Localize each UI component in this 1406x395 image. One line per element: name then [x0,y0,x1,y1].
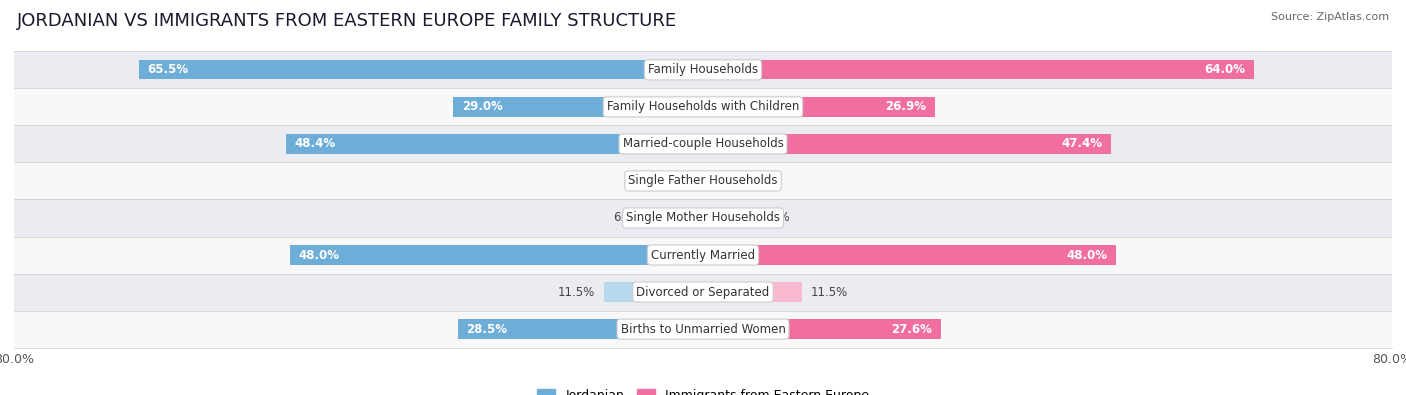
Text: Births to Unmarried Women: Births to Unmarried Women [620,323,786,336]
FancyBboxPatch shape [14,310,1392,348]
Bar [703,209,751,228]
Bar [703,60,1254,79]
Text: 6.0%: 6.0% [613,211,643,224]
FancyBboxPatch shape [14,237,1392,273]
Text: Married-couple Households: Married-couple Households [623,137,783,150]
Bar [703,97,935,117]
Text: Source: ZipAtlas.com: Source: ZipAtlas.com [1271,12,1389,22]
Bar [651,209,703,228]
Bar [453,97,703,117]
Bar [703,245,1116,265]
FancyBboxPatch shape [14,88,1392,126]
Text: 26.9%: 26.9% [884,100,927,113]
Text: 5.6%: 5.6% [759,211,790,224]
Bar [685,171,703,190]
Text: 11.5%: 11.5% [558,286,595,299]
Text: 2.2%: 2.2% [645,175,675,188]
Text: Currently Married: Currently Married [651,248,755,261]
Text: 64.0%: 64.0% [1205,63,1246,76]
FancyBboxPatch shape [14,51,1392,88]
Bar [605,282,703,302]
Text: 48.0%: 48.0% [298,248,339,261]
Text: 29.0%: 29.0% [461,100,503,113]
Bar [703,171,720,190]
FancyBboxPatch shape [14,126,1392,162]
Text: 65.5%: 65.5% [148,63,188,76]
Bar [287,134,703,154]
Text: Family Households with Children: Family Households with Children [607,100,799,113]
Text: 47.4%: 47.4% [1062,137,1102,150]
Bar [703,282,801,302]
Legend: Jordanian, Immigrants from Eastern Europe: Jordanian, Immigrants from Eastern Europ… [531,384,875,395]
Text: Family Households: Family Households [648,63,758,76]
Bar [703,320,941,339]
Text: JORDANIAN VS IMMIGRANTS FROM EASTERN EUROPE FAMILY STRUCTURE: JORDANIAN VS IMMIGRANTS FROM EASTERN EUR… [17,12,678,30]
FancyBboxPatch shape [14,199,1392,237]
Text: 28.5%: 28.5% [467,323,508,336]
Bar [139,60,703,79]
Text: 48.4%: 48.4% [295,137,336,150]
Bar [457,320,703,339]
Bar [703,134,1111,154]
Text: Single Mother Households: Single Mother Households [626,211,780,224]
Text: 27.6%: 27.6% [891,323,932,336]
Text: Divorced or Separated: Divorced or Separated [637,286,769,299]
Bar [290,245,703,265]
Text: 2.0%: 2.0% [728,175,759,188]
FancyBboxPatch shape [14,162,1392,199]
Text: 48.0%: 48.0% [1067,248,1108,261]
FancyBboxPatch shape [14,273,1392,310]
Text: Single Father Households: Single Father Households [628,175,778,188]
Text: 11.5%: 11.5% [811,286,848,299]
